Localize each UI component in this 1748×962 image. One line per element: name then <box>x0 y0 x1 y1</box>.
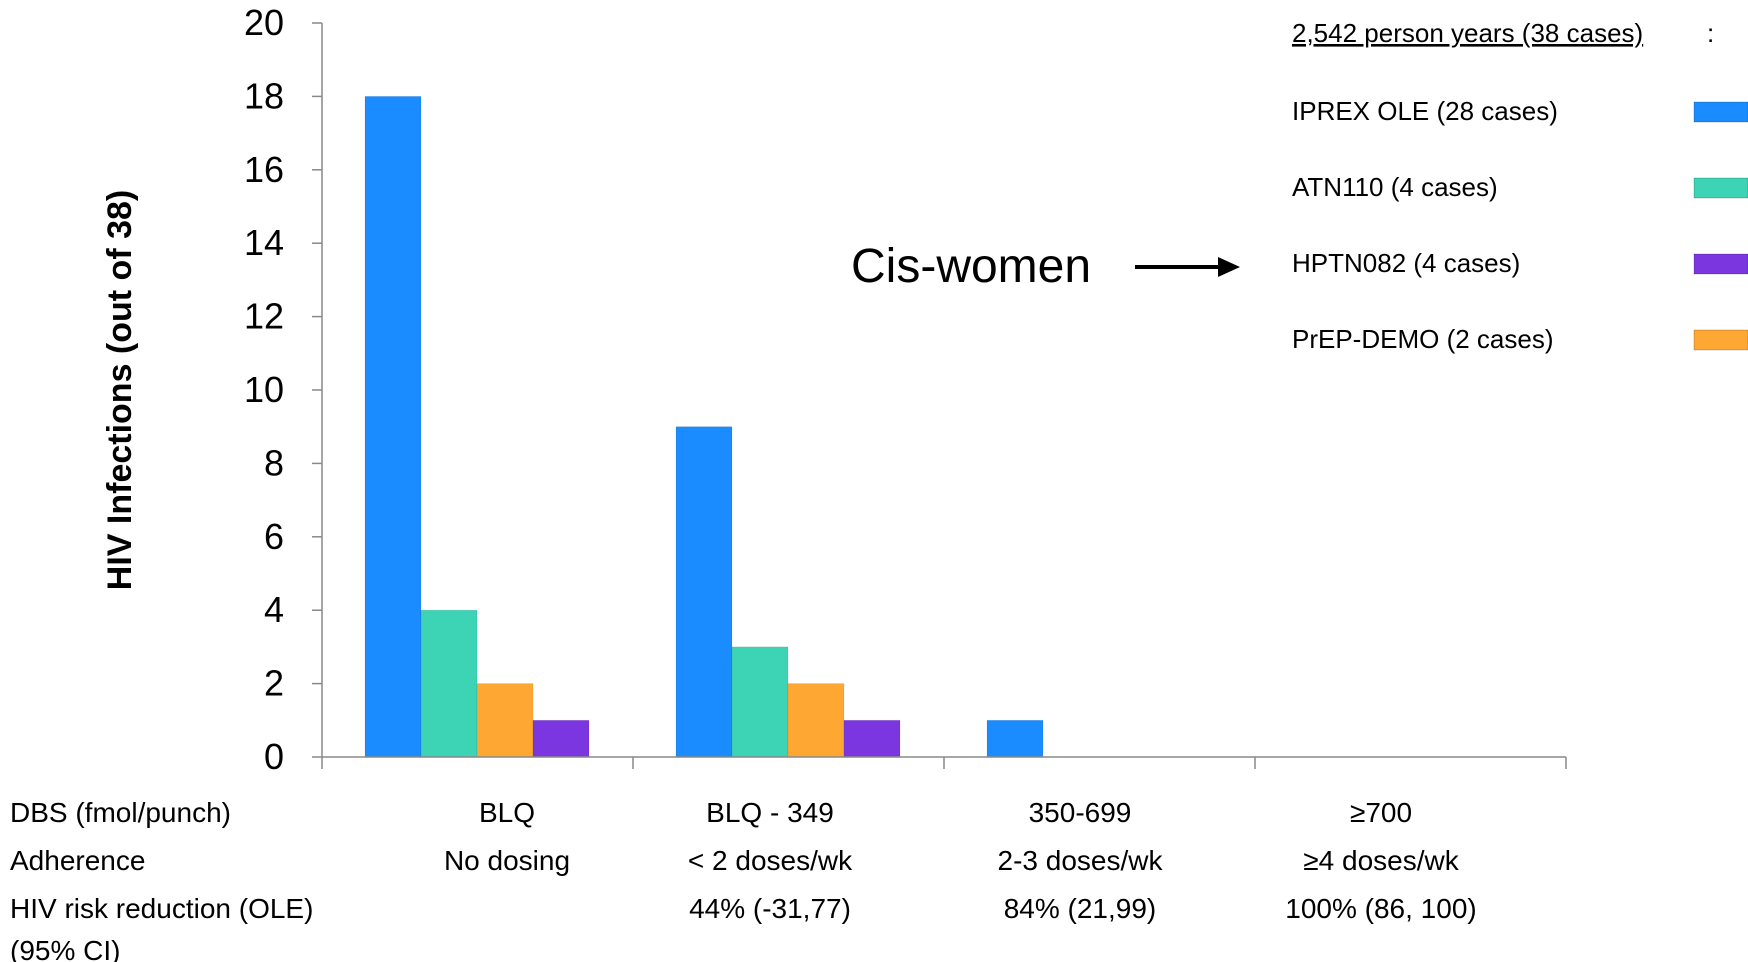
y-tick-label: 4 <box>264 589 284 630</box>
row-value: BLQ <box>479 797 535 828</box>
row-label-secondary: (95% CI) <box>10 935 120 962</box>
row-label: HIV risk reduction (OLE) <box>10 893 313 924</box>
row-value: 44% (-31,77) <box>689 893 851 924</box>
bar <box>787 683 845 758</box>
row-value: No dosing <box>444 845 570 876</box>
legend-title-suffix: : <box>1707 18 1714 48</box>
bar <box>675 426 733 758</box>
bar <box>843 720 901 758</box>
row-value: 2-3 doses/wk <box>998 845 1164 876</box>
bar <box>731 646 789 758</box>
y-tick-label: 6 <box>264 516 284 557</box>
row-label: DBS (fmol/punch) <box>10 797 231 828</box>
row-value: < 2 doses/wk <box>688 845 853 876</box>
bar <box>476 683 534 758</box>
row-value: ≥700 <box>1350 797 1412 828</box>
row-value: 100% (86, 100) <box>1285 893 1476 924</box>
legend-swatch <box>1693 329 1748 351</box>
row-label: Adherence <box>10 845 145 876</box>
y-tick-label: 20 <box>244 2 284 43</box>
table-rows: DBS (fmol/punch) BLQ BLQ - 349 350-699 ≥700 A… <box>10 797 1477 962</box>
y-tick-label: 14 <box>244 222 284 263</box>
row-value: 350-699 <box>1029 797 1132 828</box>
legend-label: PrEP-DEMO (2 cases) <box>1292 324 1554 354</box>
axes: 0 2 4 6 8 10 12 14 16 18 20 HIV Infections (out of … <box>101 2 1567 777</box>
y-axis-label: HIV Infections (out of 38) <box>101 190 139 590</box>
y-tick-label: 0 <box>264 736 284 777</box>
legend-swatch <box>1693 101 1748 123</box>
bar <box>532 720 590 758</box>
legend-label: IPREX OLE (28 cases) <box>1292 96 1558 126</box>
legend-title: 2,542 person years (38 cases) <box>1292 18 1643 48</box>
legend-label: HPTN082 (4 cases) <box>1292 248 1520 278</box>
row-value: BLQ - 349 <box>706 797 834 828</box>
legend-label: ATN110 (4 cases) <box>1292 172 1498 202</box>
legend-swatch <box>1693 177 1748 199</box>
bar <box>986 720 1044 758</box>
y-tick-label: 8 <box>264 442 284 483</box>
row-value: ≥4 doses/wk <box>1303 845 1459 876</box>
row-value: 84% (21,99) <box>1004 893 1157 924</box>
legend: 2,542 person years (38 cases): IPREX OLE … <box>1292 18 1748 354</box>
annotation-arrowhead <box>1218 257 1240 277</box>
y-tick-label: 12 <box>244 296 284 337</box>
y-tick-label: 10 <box>244 369 284 410</box>
y-tick-label: 16 <box>244 149 284 190</box>
y-tick-label: 2 <box>264 663 284 704</box>
legend-swatch <box>1693 253 1748 275</box>
annotation-label: Cis-women <box>851 240 1091 293</box>
y-tick-label: 18 <box>244 75 284 116</box>
bar <box>420 609 478 758</box>
annotation: Cis-women <box>851 240 1240 293</box>
bar <box>364 96 422 758</box>
plot-area <box>364 96 1044 758</box>
